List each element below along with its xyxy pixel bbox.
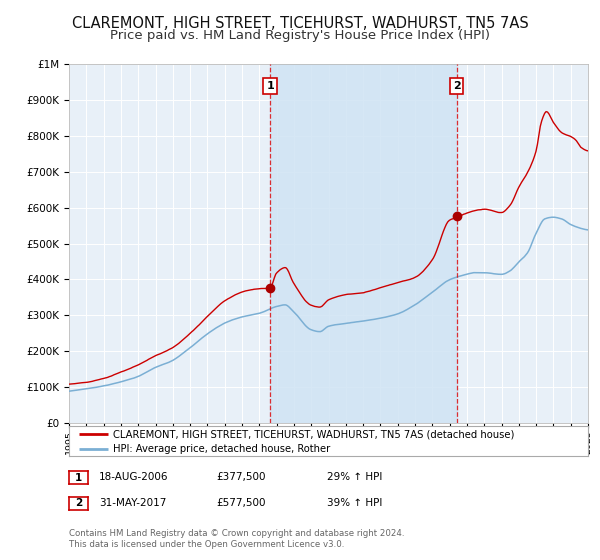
Text: 29% ↑ HPI: 29% ↑ HPI	[327, 472, 382, 482]
Text: 31-MAY-2017: 31-MAY-2017	[99, 498, 166, 508]
Text: 2: 2	[453, 81, 461, 91]
Text: HPI: Average price, detached house, Rother: HPI: Average price, detached house, Roth…	[113, 444, 331, 454]
Text: 18-AUG-2006: 18-AUG-2006	[99, 472, 169, 482]
Text: CLAREMONT, HIGH STREET, TICEHURST, WADHURST, TN5 7AS: CLAREMONT, HIGH STREET, TICEHURST, WADHU…	[71, 16, 529, 31]
Text: £577,500: £577,500	[216, 498, 265, 508]
Text: 1: 1	[75, 473, 82, 483]
Text: This data is licensed under the Open Government Licence v3.0.: This data is licensed under the Open Gov…	[69, 540, 344, 549]
Bar	[270, 64, 457, 423]
Text: 1: 1	[266, 81, 274, 91]
Text: 39% ↑ HPI: 39% ↑ HPI	[327, 498, 382, 508]
Text: Contains HM Land Registry data © Crown copyright and database right 2024.: Contains HM Land Registry data © Crown c…	[69, 529, 404, 538]
Text: CLAREMONT, HIGH STREET, TICEHURST, WADHURST, TN5 7AS (detached house): CLAREMONT, HIGH STREET, TICEHURST, WADHU…	[113, 429, 514, 439]
Text: £377,500: £377,500	[216, 472, 265, 482]
Text: Price paid vs. HM Land Registry's House Price Index (HPI): Price paid vs. HM Land Registry's House …	[110, 29, 490, 41]
Text: 2: 2	[75, 498, 82, 508]
